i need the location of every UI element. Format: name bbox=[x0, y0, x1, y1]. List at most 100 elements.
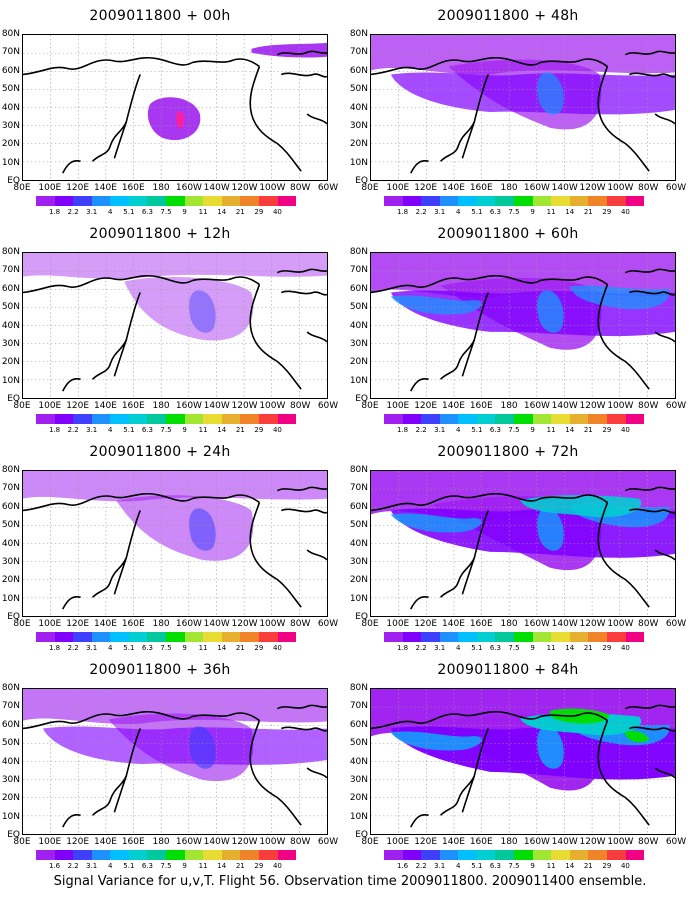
colorbar-swatch bbox=[258, 414, 278, 424]
colorbar-labels: 1.8 2.2 3.1 4 5.1 6.3 7.5 9 11 14 21 29 40 bbox=[36, 208, 296, 217]
colorbar-swatch bbox=[277, 850, 297, 860]
colorbar-labels: 1.8 2.2 3.1 4 5.1 6.3 7.5 9 11 14 21 29 40 bbox=[384, 644, 644, 653]
lon-tick-label: 120W bbox=[231, 401, 258, 411]
lat-tick-label: 30N bbox=[349, 338, 368, 349]
colorbar-label: 14 bbox=[565, 862, 575, 870]
colorbar-labels: 1.8 2.2 3.1 4 5.1 6.3 7.5 9 11 14 21 29 40 bbox=[36, 644, 296, 653]
lon-tick-label: 160E bbox=[469, 837, 493, 847]
lat-tick-label: 50N bbox=[349, 302, 368, 313]
colorbar-swatch bbox=[532, 414, 552, 424]
lat-tick-label: 70N bbox=[349, 483, 368, 494]
colorbar-swatch bbox=[458, 632, 477, 642]
colorbar-swatch bbox=[166, 632, 185, 642]
colorbar-label: 4 bbox=[456, 862, 461, 870]
colorbar-label: 9 bbox=[530, 644, 535, 652]
lon-tick-label: 140W bbox=[551, 837, 578, 847]
colorbar-label: 4 bbox=[456, 208, 461, 216]
colorbar-labels: 1.8 2.2 3.1 4 5.1 6.3 7.5 9 11 14 21 29 40 bbox=[36, 426, 296, 435]
coastline bbox=[113, 74, 141, 159]
coastline bbox=[439, 557, 476, 598]
variance-shading bbox=[537, 72, 564, 115]
colorbar-label: 9 bbox=[182, 426, 187, 434]
lon-tick-label: 120W bbox=[579, 619, 606, 629]
colorbar-swatch bbox=[277, 414, 297, 424]
colorbar-label: 40 bbox=[620, 862, 630, 870]
lat-tick-label: 20N bbox=[1, 139, 20, 150]
map-panel: 2009011800 + 24h 80N 70N 60N 50N 40N 30N 20N 10N… bbox=[0, 444, 338, 658]
variance-shading bbox=[23, 253, 327, 279]
coastline bbox=[191, 712, 260, 722]
lat-tick-label: 70N bbox=[349, 701, 368, 712]
figure-caption: Signal Variance for u,v,T. Flight 56. Ob… bbox=[53, 874, 647, 889]
variance-shading bbox=[251, 42, 327, 58]
map-area bbox=[370, 252, 676, 399]
map-panel: 2009011800 + 48h 80N 70N 60N 50N 40N 30N 20N 10N… bbox=[348, 8, 686, 222]
lat-tick-label: 70N bbox=[1, 483, 20, 494]
lon-tick-label: 60W bbox=[665, 619, 687, 629]
panel-title: 2009011800 + 36h bbox=[89, 662, 231, 678]
lat-tick-label: EQ bbox=[355, 394, 368, 404]
lat-tick-label: 20N bbox=[349, 357, 368, 368]
coastline bbox=[281, 726, 327, 732]
colorbar-swatch bbox=[110, 632, 129, 642]
colorbar-labels: 1.8 2.2 3.1 4 5.1 6.3 7.5 9 11 14 21 29 40 bbox=[384, 426, 644, 435]
coastline bbox=[281, 72, 327, 78]
lat-tick-label: 50N bbox=[1, 84, 20, 95]
lat-tick-label: 50N bbox=[349, 520, 368, 531]
colorbar-swatch bbox=[458, 414, 477, 424]
colorbar-label: 6.3 bbox=[489, 644, 501, 652]
lon-tick-label: 180 bbox=[500, 401, 518, 411]
lon-tick-label: 120E bbox=[414, 837, 438, 847]
lon-tick-label: 160E bbox=[469, 401, 493, 411]
colorbar-label: 5.1 bbox=[471, 644, 483, 652]
lon-tick-label: 120W bbox=[579, 837, 606, 847]
colorbar-label: 2.2 bbox=[415, 644, 427, 652]
colorbar-swatch bbox=[476, 632, 496, 642]
coastline bbox=[371, 56, 541, 76]
lon-tick-label: 180 bbox=[500, 619, 518, 629]
colorbar-swatch bbox=[36, 196, 55, 206]
lon-tick-label: 120W bbox=[231, 619, 258, 629]
coastline bbox=[23, 492, 193, 512]
lat-tick-label: 60N bbox=[1, 719, 20, 730]
colorbar-swatch bbox=[166, 196, 185, 206]
colorbar-label: 2.2 bbox=[415, 208, 427, 216]
lon-tick-label: 160E bbox=[121, 183, 145, 193]
colorbar-label: 4 bbox=[108, 426, 113, 434]
colorbar-label: 2.2 bbox=[67, 426, 79, 434]
colorbar-swatch bbox=[551, 632, 570, 642]
lat-tick-label: 80N bbox=[1, 465, 20, 475]
colorbar-label: 29 bbox=[254, 644, 264, 652]
lon-axis: 80E 100E 120E 140E 160E 180 160W 140W 120W 100W 80… bbox=[13, 837, 338, 847]
colorbar-label: 21 bbox=[235, 426, 245, 434]
colorbar-label: 14 bbox=[217, 208, 227, 216]
colorbar-swatch bbox=[514, 850, 533, 860]
map-panel: 2009011800 + 36h 80N 70N 60N 50N 40N 30N 20N 10N… bbox=[0, 662, 338, 876]
colorbar-swatch bbox=[73, 414, 92, 424]
coastline bbox=[410, 160, 429, 174]
coastline bbox=[597, 720, 650, 826]
colorbar-label: 3.1 bbox=[86, 208, 98, 216]
map-panel: 2009011800 + 72h 80N 70N 60N 50N 40N 30N 20N 10N… bbox=[348, 444, 686, 658]
lon-tick-label: 100W bbox=[259, 401, 286, 411]
lon-tick-label: 80E bbox=[13, 837, 31, 847]
colorbar-label: 21 bbox=[583, 208, 593, 216]
colorbar bbox=[384, 632, 645, 642]
coastline bbox=[410, 378, 429, 392]
coastline bbox=[249, 66, 302, 172]
map-area bbox=[22, 470, 328, 617]
colorbar-swatch bbox=[551, 850, 570, 860]
colorbar-label: 40 bbox=[620, 426, 630, 434]
lon-tick-label: 140E bbox=[94, 183, 117, 193]
colorbar bbox=[384, 414, 645, 424]
colorbar-label: 21 bbox=[583, 644, 593, 652]
variance-shading bbox=[42, 726, 327, 765]
colorbar-swatch bbox=[277, 196, 297, 206]
colorbar-swatch bbox=[240, 632, 259, 642]
colorbar-label: 14 bbox=[565, 208, 575, 216]
lat-tick-label: 20N bbox=[349, 793, 368, 804]
colorbar-swatch bbox=[514, 196, 533, 206]
colorbar-swatch bbox=[36, 414, 55, 424]
colorbar-swatch bbox=[91, 414, 111, 424]
colorbar-label: 40 bbox=[272, 862, 282, 870]
